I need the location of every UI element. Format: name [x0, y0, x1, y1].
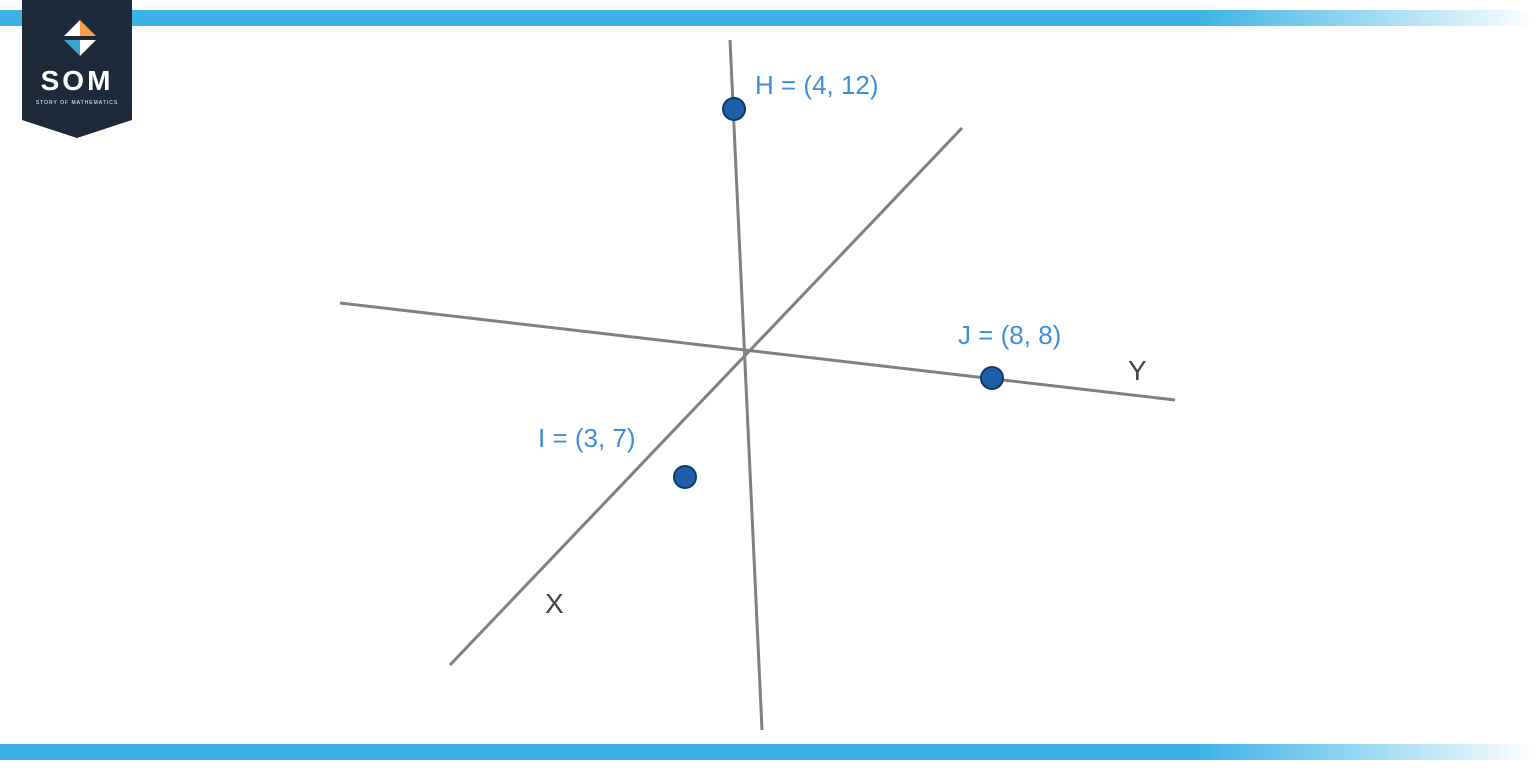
line-vertical [730, 40, 762, 730]
point-I [674, 466, 696, 488]
point-label-H: H = (4, 12) [755, 70, 879, 101]
point-H [723, 98, 745, 120]
line-diagonal [450, 128, 962, 665]
axis-label-Y: Y [1128, 355, 1147, 387]
logo-icon [60, 18, 100, 58]
logo-text: SOM [22, 65, 132, 97]
logo-badge: SOM STORY OF MATHEMATICS [22, 0, 132, 140]
point-label-I: I = (3, 7) [538, 423, 636, 454]
coordinate-diagram [0, 0, 1536, 768]
point-J [981, 367, 1003, 389]
point-label-J: J = (8, 8) [958, 320, 1061, 351]
axis-label-X: X [545, 588, 564, 620]
logo-subtext: STORY OF MATHEMATICS [22, 100, 132, 106]
line-horizontal [340, 303, 1175, 400]
